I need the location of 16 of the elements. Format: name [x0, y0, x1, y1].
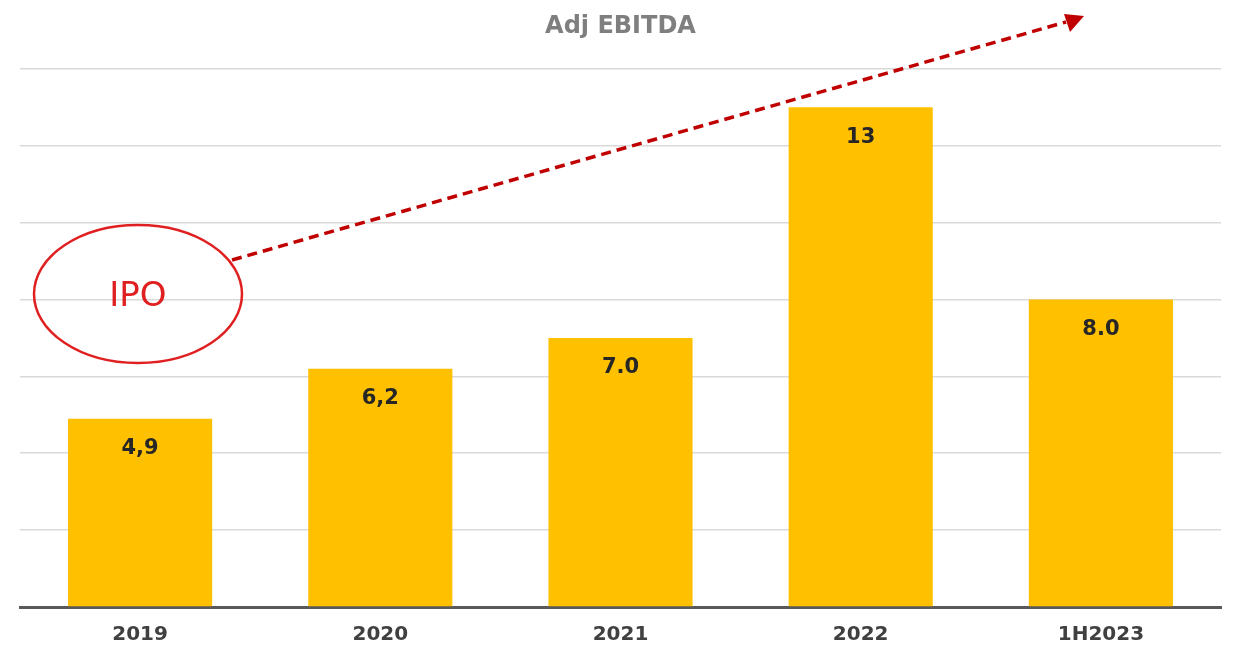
- x-tick-label: 2020: [352, 621, 409, 646]
- bar: [308, 368, 453, 607]
- chart-title: Adj EBITDA: [545, 10, 697, 39]
- x-tick-label: 2022: [832, 621, 889, 646]
- data-label: 4,9: [121, 435, 159, 460]
- x-tick-label: 2019: [112, 621, 168, 646]
- data-label: 8.0: [1082, 315, 1120, 340]
- bar: [788, 107, 933, 607]
- bar: [548, 337, 693, 607]
- bar: [68, 418, 213, 607]
- x-tick-label: 2021: [592, 621, 649, 646]
- bar: [1028, 299, 1173, 607]
- data-label: 7.0: [601, 354, 640, 379]
- x-tick-label: 1H2023: [1057, 621, 1145, 646]
- data-label: 13: [846, 123, 876, 148]
- data-label: 6,2: [361, 385, 399, 410]
